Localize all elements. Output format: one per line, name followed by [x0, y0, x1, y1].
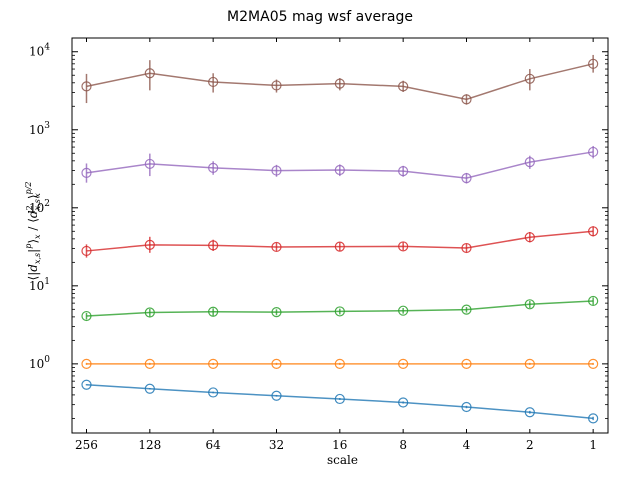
data-point	[334, 393, 345, 405]
data-point	[398, 358, 409, 369]
x-tick-label: 256	[75, 438, 98, 452]
x-tick-label: 8	[399, 438, 407, 452]
data-point	[334, 164, 345, 176]
data-point	[208, 387, 219, 398]
data-point	[144, 68, 155, 79]
data-point	[271, 358, 282, 369]
x-axis-label: scale	[327, 453, 358, 467]
data-point	[334, 241, 345, 252]
data-point	[81, 81, 92, 92]
data-point	[524, 73, 535, 84]
series-5	[81, 54, 599, 105]
data-point	[271, 241, 282, 253]
data-point	[144, 307, 155, 318]
data-point	[334, 78, 345, 89]
data-point	[144, 158, 155, 170]
data-point	[461, 173, 472, 184]
data-point	[588, 413, 599, 424]
y-axis-label: ⟨|dx,s|p⟩x / ⟨d2x,s⟩p/2x	[24, 182, 42, 281]
data-point	[524, 358, 535, 369]
x-tick-label: 64	[206, 438, 222, 452]
data-point	[398, 305, 409, 316]
series-2	[81, 295, 599, 322]
chart-title: M2MA05 mag wsf average	[227, 9, 413, 25]
data-point	[461, 358, 472, 369]
data-point	[81, 167, 92, 179]
data-point	[461, 401, 472, 413]
data-point	[208, 240, 219, 251]
data-point	[398, 166, 409, 177]
series-0	[81, 379, 599, 424]
data-point	[334, 306, 345, 317]
data-point	[398, 81, 409, 92]
data-point	[81, 310, 92, 322]
data-point	[208, 162, 219, 173]
data-point	[271, 390, 282, 401]
plot-frame	[71, 37, 609, 434]
data-point	[588, 358, 599, 369]
axes-layer: 256 128 64 32 16 8 4 2 1 100 101 102 103 104	[29, 37, 609, 452]
data-point	[461, 242, 472, 254]
series-1	[81, 358, 599, 369]
data-point	[398, 397, 409, 408]
x-tick-label: 128	[138, 438, 161, 452]
data-point	[334, 358, 345, 369]
data-point	[81, 379, 92, 390]
data-point	[398, 241, 409, 252]
data-point	[144, 383, 155, 394]
x-tick-label: 32	[269, 438, 284, 452]
data-point	[461, 304, 472, 315]
data-point	[588, 58, 599, 69]
y-tick-label: 100	[29, 355, 50, 371]
data-point	[81, 358, 92, 369]
data-point	[461, 94, 472, 105]
data-point	[81, 245, 92, 257]
x-tick-label: 4	[463, 438, 471, 452]
data-point	[524, 157, 535, 168]
data-point	[271, 80, 282, 91]
x-tick-label: 1	[589, 438, 597, 452]
series-4	[81, 145, 599, 184]
data-point	[524, 407, 535, 418]
series-line	[86, 383, 594, 420]
data-point	[524, 232, 535, 243]
x-tick-label: 16	[332, 438, 347, 452]
series-3	[81, 226, 599, 258]
series-layer	[81, 54, 599, 424]
y-tick-label: 103	[29, 121, 50, 137]
y-tick-label: 102	[29, 199, 50, 215]
data-point	[588, 295, 599, 307]
data-point	[271, 165, 282, 176]
y-tick-label: 101	[29, 277, 50, 293]
data-point	[208, 306, 219, 317]
data-point	[208, 76, 219, 88]
data-point	[144, 358, 155, 369]
data-point	[588, 146, 599, 158]
x-tick-label: 2	[526, 438, 534, 452]
data-point	[208, 358, 219, 369]
data-point	[524, 299, 535, 310]
data-point	[271, 307, 282, 318]
data-point	[144, 239, 155, 250]
data-point	[588, 226, 599, 237]
y-tick-label: 104	[29, 43, 50, 59]
